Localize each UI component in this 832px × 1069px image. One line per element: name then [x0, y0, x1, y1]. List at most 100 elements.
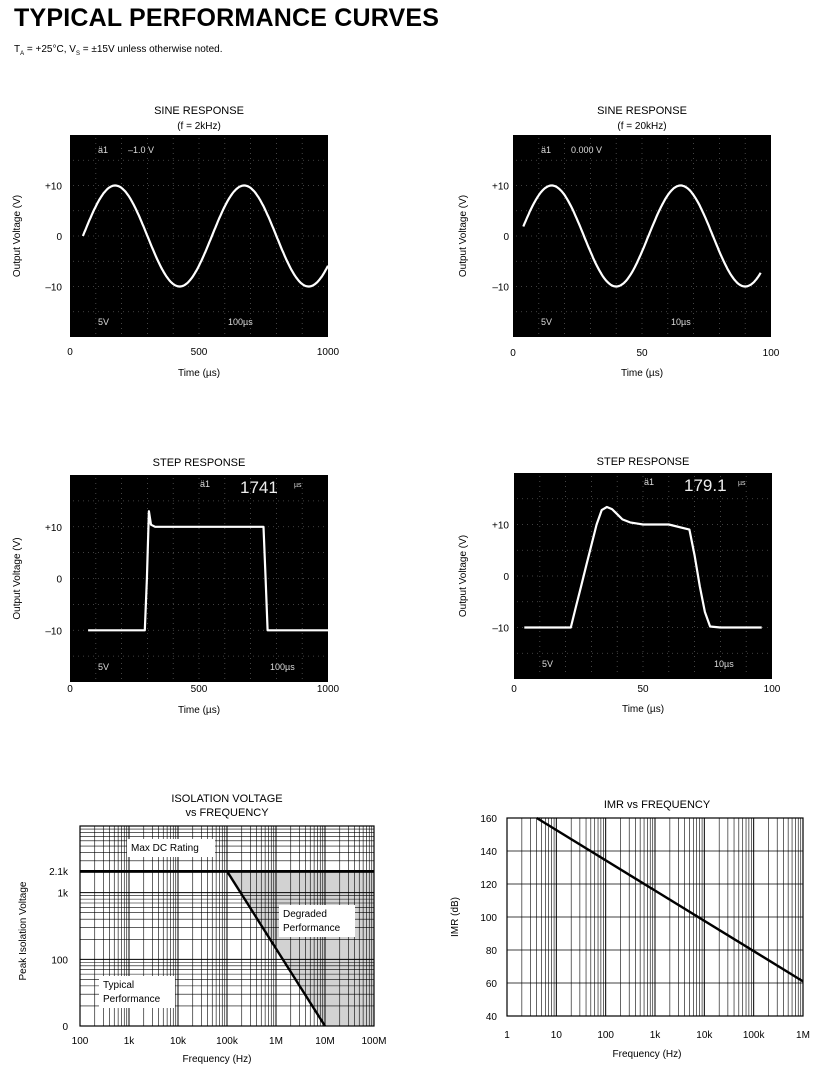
time-readout: 1741 — [240, 478, 278, 497]
y-tick-label: +10 — [45, 182, 62, 193]
x-tick-label: 1k — [650, 1030, 662, 1041]
x-tick-label: 50 — [636, 348, 648, 359]
y-axis-title: Output Voltage (V) — [458, 195, 469, 277]
y-tick-label: 0 — [503, 572, 509, 583]
chart-title: IMR vs FREQUENCY — [604, 799, 711, 811]
y-tick-label: –10 — [492, 283, 509, 294]
x-tick-label: 100k — [743, 1030, 766, 1041]
time-per-div-label: 10µs — [714, 659, 734, 669]
x-tick-label: 500 — [191, 347, 208, 358]
x-tick-label: 1M — [796, 1030, 810, 1041]
y-tick-label: +10 — [492, 521, 509, 532]
offset-readout: 0.000 V — [571, 145, 602, 155]
x-axis-title: Time (µs) — [621, 368, 663, 379]
x-tick-label: 0 — [511, 684, 517, 695]
channel-label: ä1 — [644, 477, 654, 487]
chart-sine-20khz: SINE RESPONSE (f = 20kHz) ä1 0.000 V 5V 10µs +… — [458, 105, 780, 379]
volts-per-div-label: 5V — [98, 317, 109, 327]
waveform-trace — [88, 510, 328, 632]
x-tick-label: 100 — [764, 684, 781, 695]
page-subtitle: TA = +25°C, VS = ±15V unless otherwise n… — [14, 44, 222, 57]
imr-line — [536, 816, 804, 983]
derating-line — [225, 870, 327, 1027]
subtitle-t: T — [14, 44, 21, 55]
x-axis-title: Frequency (Hz) — [183, 1054, 252, 1065]
page-title: TYPICAL PERFORMANCE CURVES — [14, 4, 440, 32]
x-tick-label: 1M — [269, 1036, 283, 1047]
y-axis-title: IMR (dB) — [450, 897, 461, 937]
chart-title: SINE RESPONSE — [597, 105, 687, 117]
channel-label: ä1 — [98, 145, 108, 155]
x-tick-label: 100 — [597, 1030, 614, 1041]
volts-per-div-label: 5V — [98, 662, 109, 672]
x-tick-label: 0 — [67, 684, 73, 695]
x-tick-label: 1000 — [317, 347, 340, 358]
time-per-div-label: 100µs — [270, 662, 295, 672]
subtitle-mid: = +25°C, V — [24, 44, 76, 55]
waveform-trace — [522, 184, 762, 288]
channel-label: ä1 — [200, 479, 210, 489]
x-tick-label: 100k — [216, 1036, 239, 1047]
x-tick-label: 10k — [696, 1030, 713, 1041]
time-per-div-label: 100µs — [228, 317, 253, 327]
chart-imr-frequency: IMR vs FREQUENCY 160 140 120 100 80 60 40 1 10 100… — [450, 799, 810, 1060]
max-dc-rating-label: Max DC Rating — [131, 843, 199, 854]
y-axis-title: Output Voltage (V) — [12, 195, 23, 277]
y-tick-label: +10 — [492, 182, 509, 193]
chart-step-2: STEP RESPONSE ä1 179.1 µs 5V 10µs +10 0 –10 Outpu… — [458, 456, 781, 715]
y-tick-label: 80 — [486, 946, 498, 957]
degraded-performance-label: Degraded — [283, 909, 327, 920]
subtitle-t-sub: A — [20, 51, 25, 57]
y-axis-title: Output Voltage (V) — [12, 537, 23, 619]
y-tick-label: 60 — [486, 979, 498, 990]
x-tick-label: 500 — [191, 684, 208, 695]
plot-frame — [506, 817, 804, 1017]
volts-per-div-label: 5V — [541, 317, 552, 327]
x-tick-label: 1 — [504, 1030, 510, 1041]
waveform-trace — [81, 184, 329, 288]
time-readout-unit: µs — [738, 480, 746, 487]
x-tick-label: 0 — [510, 348, 516, 359]
time-per-div-label: 10µs — [671, 317, 691, 327]
waveform-trace — [524, 505, 762, 629]
chart-step-1: STEP RESPONSE ä1 1741 µs 5V 100µs +10 0 –10 Outpu… — [12, 457, 340, 716]
x-tick-label: 50 — [637, 684, 649, 695]
time-readout-unit: µs — [294, 482, 302, 489]
y-tick-label: 40 — [486, 1012, 498, 1023]
y-tick-label: –10 — [45, 626, 62, 637]
y-tick-label: 160 — [480, 814, 497, 825]
x-axis-title: Time (µs) — [178, 368, 220, 379]
typical-performance-box — [99, 976, 175, 1008]
chart-title: STEP RESPONSE — [153, 457, 246, 469]
x-tick-label: 1k — [124, 1036, 136, 1047]
x-tick-label: 10k — [170, 1036, 187, 1047]
y-tick-label: 0 — [62, 1022, 68, 1033]
degraded-performance-box — [279, 905, 355, 937]
y-tick-label: +10 — [45, 523, 62, 534]
y-axis-title: Peak Isolation Voltage — [18, 881, 29, 980]
chart-subtitle: (f = 2kHz) — [177, 121, 221, 132]
y-axis-title: Output Voltage (V) — [458, 535, 469, 617]
chart-sine-2khz: SINE RESPONSE (f = 2kHz) ä1 –1.0 V 5V 100µs +1… — [12, 105, 340, 379]
subtitle-rest: = ±15V unless otherwise noted. — [79, 44, 223, 55]
y-tick-label: 140 — [480, 847, 497, 858]
volts-per-div-label: 5V — [542, 659, 553, 669]
y-tick-label: 120 — [480, 880, 497, 891]
y-tick-label: 100 — [480, 913, 497, 924]
y-tick-label: 0 — [56, 575, 62, 586]
x-tick-label: 10 — [551, 1030, 563, 1041]
time-readout: 179.1 — [684, 476, 727, 495]
x-tick-label: 100 — [763, 348, 780, 359]
channel-label: ä1 — [541, 145, 551, 155]
x-tick-label: 0 — [67, 347, 73, 358]
y-tick-label: –10 — [45, 283, 62, 294]
x-tick-label: 100 — [72, 1036, 89, 1047]
y-tick-label: 1k — [57, 889, 69, 900]
plot-frame — [79, 825, 375, 1027]
y-tick-label: –10 — [492, 624, 509, 635]
y-tick-label: 100 — [51, 955, 68, 966]
x-tick-label: 100M — [361, 1036, 386, 1047]
chart-title: ISOLATION VOLTAGE — [171, 793, 282, 805]
x-axis-title: Time (µs) — [622, 704, 664, 715]
